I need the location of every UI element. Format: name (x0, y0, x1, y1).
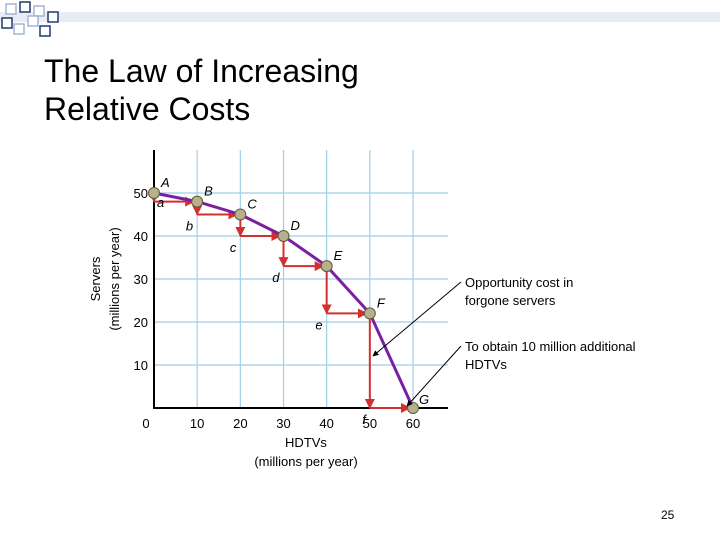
annotation-opportunity-cost-line-2: forgone servers (465, 293, 556, 308)
curve-point-label-C: C (247, 197, 257, 212)
deco-square (5, 3, 17, 15)
deco-band (0, 12, 720, 22)
curve-point-label-D: D (291, 218, 300, 233)
y-tick-label: 30 (134, 272, 148, 287)
gridlines (154, 150, 448, 409)
annotations: Opportunity cost in forgone servers To o… (372, 275, 636, 407)
slide-title-line-1: The Law of Increasing (44, 53, 359, 89)
curve-point-label-G: G (419, 392, 429, 407)
deco-square (13, 23, 25, 35)
x-axis-label: HDTVs (285, 435, 327, 450)
decorative-header-squares (0, 1, 720, 37)
x-axis-units: (millions per year) (254, 454, 357, 469)
curve-point-label-E: E (334, 248, 343, 263)
tick-labels: 0 10 20 30 40 50 60 10 20 30 40 50 (134, 186, 421, 431)
y-tick-label: 10 (134, 358, 148, 373)
page-number: 25 (661, 508, 675, 522)
step-label-c: c (230, 240, 237, 255)
step-label-a: a (157, 195, 164, 210)
step-label-b: b (186, 219, 193, 234)
x-tick-label: 0 (142, 416, 149, 431)
step-label-d: d (272, 270, 280, 285)
deco-square (39, 25, 51, 37)
slide-title: The Law of Increasing Relative Costs (44, 52, 359, 128)
x-tick-label: 60 (406, 416, 420, 431)
y-axis-units: (millions per year) (107, 227, 122, 330)
y-tick-label: 40 (134, 229, 148, 244)
curve-points: A B C D E F G (148, 175, 429, 414)
x-tick-label: 40 (319, 416, 333, 431)
deco-square (27, 15, 39, 27)
curve-point-label-F: F (377, 295, 386, 310)
annotation-obtain-hdtvs-line-2: HDTVs (465, 357, 507, 372)
step-label-e: e (315, 317, 322, 332)
annotation-pointer-opportunity-cost (372, 281, 462, 357)
curve-point-E (320, 260, 333, 273)
deco-square (1, 17, 13, 29)
curve-point-F (363, 307, 376, 320)
curve-point-C (234, 208, 247, 221)
slide-title-line-2: Relative Costs (44, 91, 251, 127)
curve-point-label-A: A (160, 175, 170, 190)
x-tick-label: 20 (233, 416, 247, 431)
curve-point-label-B: B (204, 184, 213, 199)
curve-point-A (148, 187, 160, 199)
y-tick-label: 20 (134, 315, 148, 330)
annotation-obtain-hdtvs-line-1: To obtain 10 million additional (465, 339, 636, 354)
x-tick-label: 10 (190, 416, 204, 431)
annotation-pointer-obtain-hdtvs (406, 345, 462, 407)
curve-point-B (191, 195, 204, 208)
y-axis-label: Servers (88, 256, 103, 301)
opportunity-cost-steps: a b c d e f (149, 192, 411, 427)
y-tick-label: 50 (134, 186, 148, 201)
deco-square (19, 1, 31, 13)
x-tick-label: 30 (276, 416, 290, 431)
annotation-opportunity-cost-line-1: Opportunity cost in (465, 275, 573, 290)
x-tick-label: 50 (363, 416, 377, 431)
curve-point-D (277, 230, 290, 242)
step-label-f: f (362, 412, 367, 427)
deco-square (33, 5, 45, 17)
axis-labels: HDTVs (millions per year) Servers (milli… (88, 227, 358, 469)
deco-square (47, 11, 59, 23)
